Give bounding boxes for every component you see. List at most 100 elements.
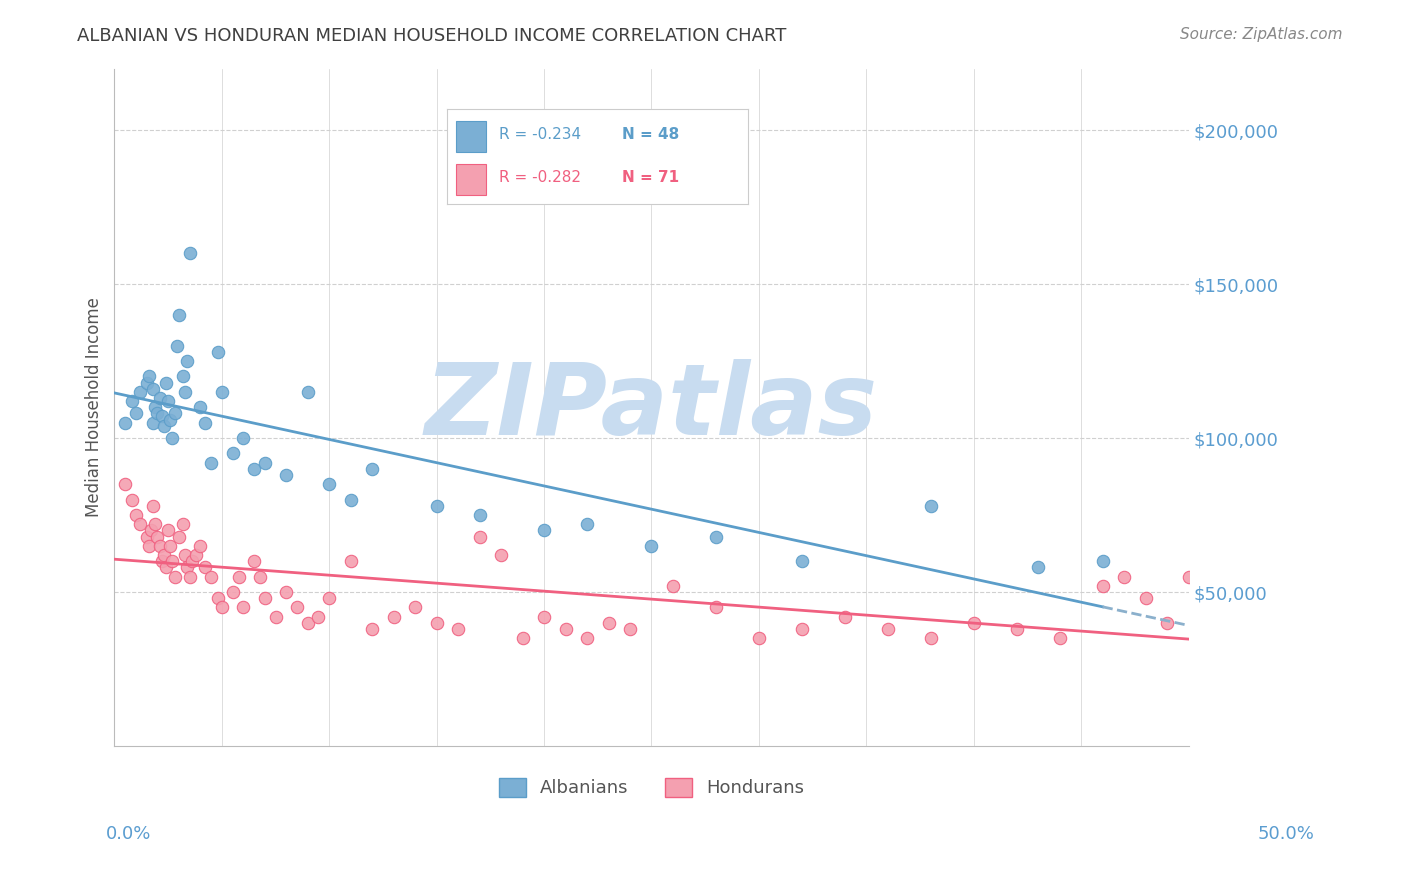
Point — [533, 524, 555, 538]
Text: ALBANIAN VS HONDURAN MEDIAN HOUSEHOLD INCOME CORRELATION CHART: ALBANIAN VS HONDURAN MEDIAN HOUSEHOLD IN… — [77, 27, 787, 45]
Point — [194, 560, 217, 574]
Point — [174, 384, 197, 399]
Point — [276, 468, 298, 483]
Point — [188, 539, 211, 553]
Point — [143, 401, 166, 415]
Point — [249, 569, 271, 583]
Point — [232, 431, 254, 445]
Point — [135, 530, 157, 544]
Point — [207, 344, 229, 359]
Point — [232, 600, 254, 615]
Point — [963, 615, 986, 630]
Point — [1049, 631, 1071, 645]
Point — [253, 456, 276, 470]
Point — [163, 569, 186, 583]
Point — [361, 622, 384, 636]
Point — [318, 591, 340, 606]
Point — [148, 391, 170, 405]
Point — [143, 517, 166, 532]
Point — [1091, 554, 1114, 568]
Point — [184, 548, 207, 562]
Point — [285, 600, 308, 615]
Point — [172, 517, 194, 532]
Point — [243, 554, 266, 568]
Point — [146, 406, 169, 420]
Point — [228, 569, 250, 583]
Point — [159, 539, 181, 553]
Point — [790, 554, 813, 568]
Point — [142, 382, 165, 396]
Point — [150, 554, 173, 568]
Point — [468, 508, 491, 522]
Point — [157, 394, 180, 409]
Point — [176, 560, 198, 574]
Point — [180, 554, 202, 568]
Point — [166, 339, 188, 353]
Point — [1112, 569, 1135, 583]
Point — [188, 401, 211, 415]
Point — [297, 615, 319, 630]
Point — [876, 622, 898, 636]
Point — [176, 354, 198, 368]
Point — [125, 508, 148, 522]
Point — [576, 631, 599, 645]
Point — [167, 530, 190, 544]
Point — [200, 456, 222, 470]
Point — [162, 554, 184, 568]
Point — [339, 554, 361, 568]
Point — [121, 492, 143, 507]
Point — [619, 622, 641, 636]
Point — [211, 600, 233, 615]
Point — [276, 585, 298, 599]
Point — [533, 609, 555, 624]
Point — [114, 477, 136, 491]
Point — [920, 499, 942, 513]
Point — [243, 462, 266, 476]
Point — [264, 609, 287, 624]
Point — [155, 560, 177, 574]
Point — [339, 492, 361, 507]
Point — [361, 462, 384, 476]
Point — [834, 609, 856, 624]
Point — [129, 384, 152, 399]
Point — [308, 609, 330, 624]
Point — [1026, 560, 1049, 574]
Point — [426, 615, 449, 630]
Text: Source: ZipAtlas.com: Source: ZipAtlas.com — [1180, 27, 1343, 42]
Point — [121, 394, 143, 409]
Point — [704, 600, 727, 615]
Point — [211, 384, 233, 399]
Point — [1135, 591, 1157, 606]
Point — [920, 631, 942, 645]
Point — [662, 579, 685, 593]
Point — [163, 406, 186, 420]
Point — [598, 615, 620, 630]
Point — [468, 530, 491, 544]
Point — [297, 384, 319, 399]
Point — [138, 539, 160, 553]
Point — [640, 539, 662, 553]
Point — [790, 622, 813, 636]
Point — [153, 548, 176, 562]
Legend: Albanians, Hondurans: Albanians, Hondurans — [492, 771, 811, 805]
Point — [404, 600, 426, 615]
Point — [172, 369, 194, 384]
Point — [142, 499, 165, 513]
Point — [153, 418, 176, 433]
Point — [174, 548, 197, 562]
Point — [576, 517, 599, 532]
Point — [1156, 615, 1178, 630]
Point — [1091, 579, 1114, 593]
Point — [167, 308, 190, 322]
Point — [155, 376, 177, 390]
Point — [512, 631, 534, 645]
Point — [554, 622, 576, 636]
Point — [382, 609, 405, 624]
Point — [150, 409, 173, 424]
Point — [139, 524, 162, 538]
Point — [114, 416, 136, 430]
Point — [318, 477, 340, 491]
Point — [138, 369, 160, 384]
Text: ZIPatlas: ZIPatlas — [425, 359, 877, 456]
Point — [157, 524, 180, 538]
